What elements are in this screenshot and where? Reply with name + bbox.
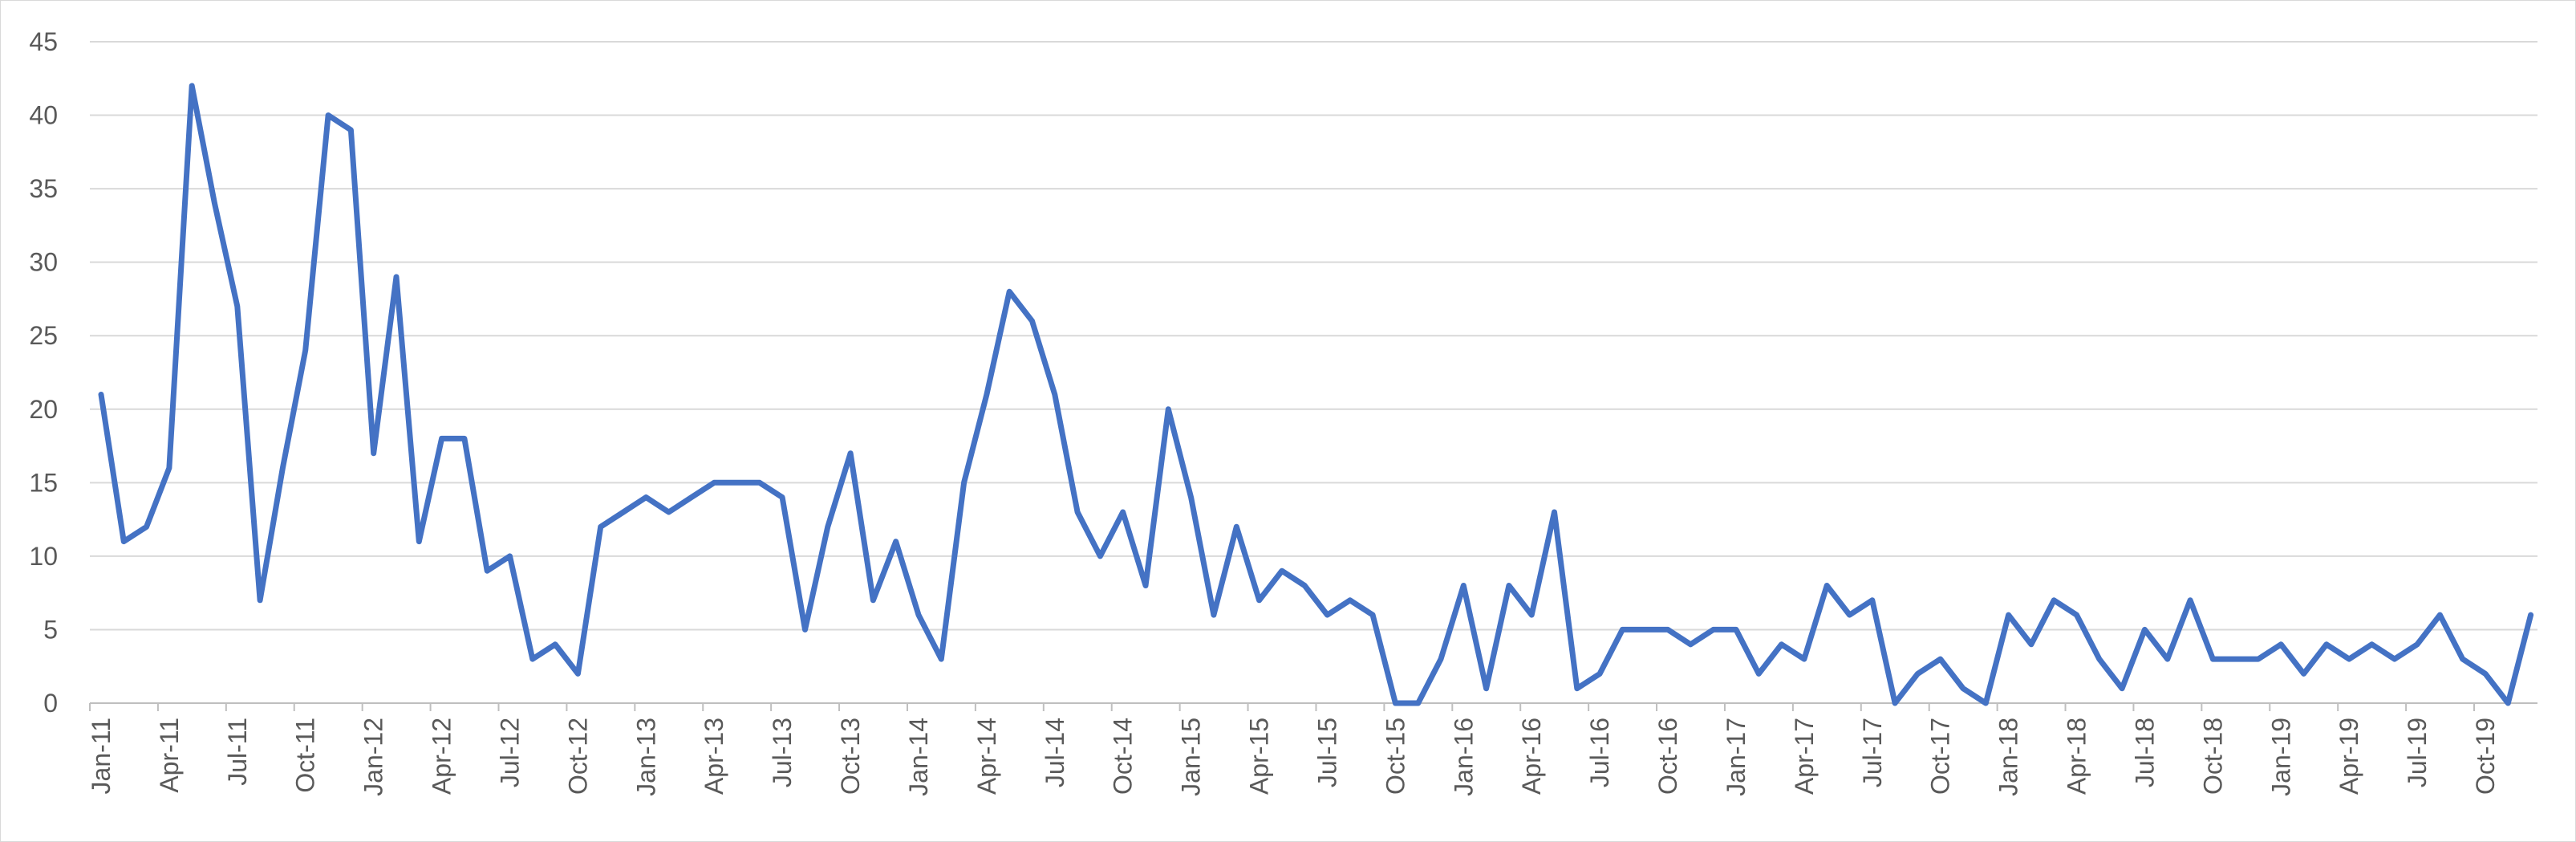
x-tick-label: Oct-14 — [1109, 718, 1138, 795]
x-tick-label: Apr-13 — [700, 718, 728, 795]
y-tick-label: 0 — [43, 689, 58, 718]
x-tick-label: Jul-11 — [223, 718, 252, 786]
x-tick-label: Oct-16 — [1653, 718, 1682, 795]
x-tick-label: Jul-14 — [1041, 718, 1069, 787]
y-tick-label: 40 — [29, 101, 58, 130]
x-tick-label: Jul-15 — [1312, 718, 1341, 787]
x-tick-label: Jan-19 — [2266, 718, 2295, 796]
x-tick-label: Jul-18 — [2130, 718, 2159, 787]
x-tick-label: Apr-16 — [1517, 718, 1546, 795]
x-tick-label: Oct-12 — [563, 718, 592, 795]
x-tick-label: Apr-17 — [1790, 718, 1819, 795]
x-axis-tick-labels: Jan-11 Apr-11 Jul-11 Oct-11 Jan-12 Apr-12 Jul-… — [87, 718, 2500, 796]
x-tick-label: Jan-15 — [1177, 718, 1206, 796]
y-tick-label: 45 — [29, 27, 58, 56]
y-tick-label: 20 — [29, 395, 58, 424]
x-axis — [89, 702, 2537, 711]
x-tick-label: Oct-13 — [836, 718, 865, 795]
x-tick-label: Jan-12 — [359, 718, 388, 796]
series-line — [98, 83, 2534, 706]
y-tick-label: 15 — [29, 468, 58, 497]
y-tick-label: 30 — [29, 248, 58, 277]
x-tick-label: Apr-12 — [428, 718, 456, 795]
x-tick-label: Oct-11 — [291, 718, 320, 793]
x-tick-label: Apr-18 — [2063, 718, 2091, 795]
x-tick-label: Jan-14 — [904, 718, 933, 796]
x-tick-label: Jul-13 — [768, 718, 797, 787]
y-tick-label: 25 — [29, 321, 58, 350]
y-tick-label: 5 — [43, 615, 58, 644]
x-tick-label: Apr-15 — [1245, 718, 1274, 795]
x-tick-label: Jul-17 — [1858, 718, 1887, 787]
x-tick-label: Jan-11 — [87, 718, 116, 794]
x-tick-label: Jan-16 — [1449, 718, 1478, 796]
x-tick-label: Apr-11 — [155, 718, 184, 793]
x-tick-label: Oct-17 — [1926, 718, 1955, 795]
x-tick-label: Jan-17 — [1722, 718, 1750, 796]
x-tick-label: Jan-13 — [631, 718, 660, 796]
x-tick-label: Apr-19 — [2335, 718, 2363, 795]
x-tick-label: Oct-18 — [2198, 718, 2227, 795]
x-tick-label: Jul-12 — [495, 718, 524, 787]
x-tick-label: Jul-19 — [2403, 718, 2432, 787]
x-tick-label: Jan-18 — [1994, 718, 2023, 796]
x-tick-label: Oct-15 — [1381, 718, 1410, 795]
series — [98, 83, 2534, 706]
x-tick-label: Jul-16 — [1585, 718, 1614, 787]
gridlines — [90, 41, 2537, 631]
y-tick-label: 10 — [29, 542, 58, 571]
x-tick-label: Oct-19 — [2471, 718, 2500, 795]
y-axis-tick-labels: 0 5 10 15 20 25 30 35 40 45 — [29, 27, 58, 718]
x-tick-label: Apr-14 — [972, 718, 1001, 795]
y-tick-label: 35 — [29, 174, 58, 203]
